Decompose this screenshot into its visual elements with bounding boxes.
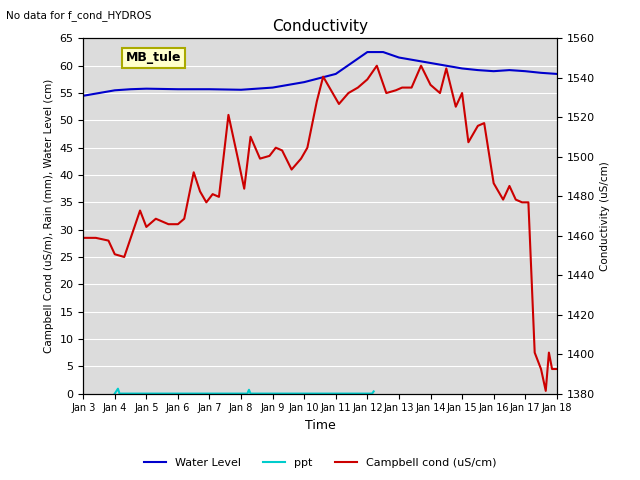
Y-axis label: Campbell Cond (uS/m), Rain (mm), Water Level (cm): Campbell Cond (uS/m), Rain (mm), Water L… — [44, 79, 54, 353]
X-axis label: Time: Time — [305, 419, 335, 432]
Text: MB_tule: MB_tule — [126, 51, 181, 64]
Title: Conductivity: Conductivity — [272, 20, 368, 35]
Legend: Water Level, ppt, Campbell cond (uS/cm): Water Level, ppt, Campbell cond (uS/cm) — [140, 453, 500, 472]
Text: No data for f_cond_HYDROS: No data for f_cond_HYDROS — [6, 10, 152, 21]
Y-axis label: Conductivity (uS/cm): Conductivity (uS/cm) — [600, 161, 611, 271]
